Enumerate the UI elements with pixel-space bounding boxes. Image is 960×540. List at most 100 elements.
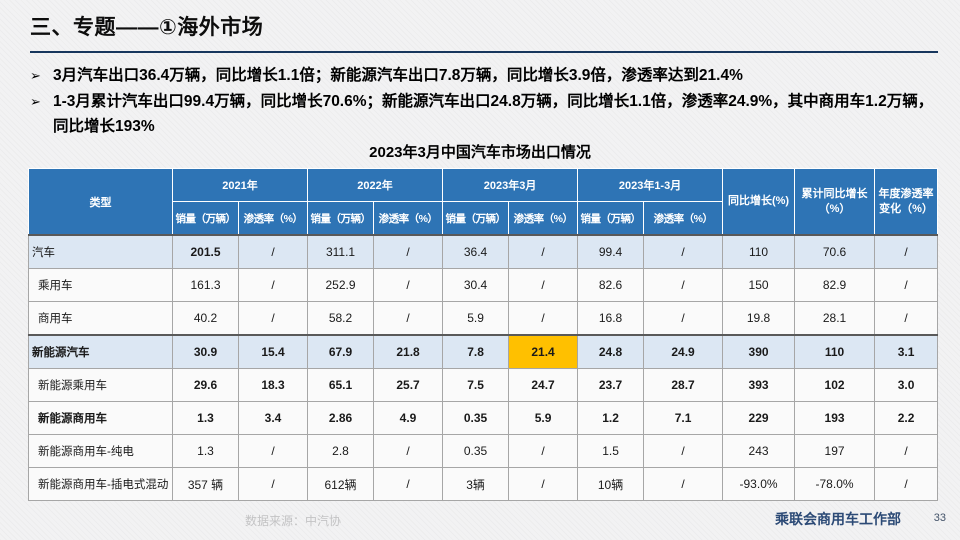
table-cell: 19.8 bbox=[722, 301, 796, 336]
table-cell: 28.7 bbox=[643, 368, 724, 402]
bullet-text: 3月汽车出口36.4万辆，同比增长1.1倍；新能源汽车出口7.8万辆，同比增长3… bbox=[53, 67, 743, 84]
table-row: 新能源商用车 1.3 3.4 2.86 4.9 0.35 5.9 1.2 7.1 229 193 2.… bbox=[28, 401, 939, 435]
table-cell: 7.1 bbox=[643, 401, 724, 435]
table-cell: 252.9 bbox=[307, 268, 375, 302]
table-cell: / bbox=[874, 234, 939, 269]
table-cell: 99.4 bbox=[577, 234, 645, 269]
table-cell: 1.3 bbox=[172, 434, 239, 468]
table-cell: 30.9 bbox=[172, 334, 239, 369]
table-cell: / bbox=[874, 467, 939, 501]
row-label: 新能源商用车-插电式混动 bbox=[28, 467, 173, 501]
table-cell: 7.5 bbox=[442, 368, 510, 402]
table-cell: / bbox=[237, 467, 309, 501]
table-row: 新能源乘用车 29.6 18.3 65.1 25.7 7.5 24.7 23.7 28.7 393… bbox=[28, 368, 939, 402]
tail-header: 同比增长(%) bbox=[722, 168, 796, 236]
table-cell: 28.1 bbox=[794, 301, 876, 336]
sub-header: 渗透率（%） bbox=[373, 201, 444, 236]
sub-header: 销量（万辆） bbox=[577, 201, 645, 236]
table-cell: 1.2 bbox=[577, 401, 645, 435]
table-cell: 82.6 bbox=[577, 268, 645, 302]
header-row-subs: 销量（万辆） 渗透率（%） 销量（万辆） 渗透率（%） 销量（万辆） 渗透率（%） 销量（万… bbox=[29, 201, 938, 236]
row-label: 新能源乘用车 bbox=[28, 368, 173, 402]
table-cell: 30.4 bbox=[442, 268, 510, 302]
table-cell: / bbox=[874, 301, 939, 336]
sub-header: 渗透率（%） bbox=[508, 201, 579, 236]
table-cell: 311.1 bbox=[307, 234, 375, 269]
row-label: 商用车 bbox=[28, 301, 173, 336]
table-cell: 3.0 bbox=[874, 368, 939, 402]
export-data-table: 类型 2021年 2022年 2023年3月 2023年1-3月 同比增长(%) 累计同比增… bbox=[28, 168, 939, 501]
table-cell: / bbox=[237, 301, 309, 336]
row-label: 新能源商用车-纯电 bbox=[28, 434, 173, 468]
table-header: 类型 2021年 2022年 2023年3月 2023年1-3月 同比增长(%) 累计同比增… bbox=[28, 168, 939, 236]
sub-header: 销量（万辆） bbox=[172, 201, 239, 236]
table-cell: 3.1 bbox=[874, 334, 939, 369]
table-row: 新能源汽车 30.9 15.4 67.9 21.8 7.8 21.4 24.8 24.9 390 1… bbox=[28, 334, 939, 369]
table-cell: 1.5 bbox=[577, 434, 645, 468]
table-cell: 110 bbox=[794, 334, 876, 369]
page-number: 33 bbox=[933, 512, 946, 524]
table-cell: 58.2 bbox=[307, 301, 375, 336]
title-divider bbox=[30, 51, 938, 53]
header-row-groups: 类型 2021年 2022年 2023年3月 2023年1-3月 同比增长(%) 累计同比增… bbox=[28, 168, 939, 236]
table-cell: 16.8 bbox=[577, 301, 645, 336]
table-cell: 201.5 bbox=[172, 234, 239, 269]
table-cell: 102 bbox=[794, 368, 876, 402]
table-cell: / bbox=[643, 301, 724, 336]
row-label: 汽车 bbox=[28, 234, 173, 269]
group-header: 2023年1-3月 bbox=[577, 168, 724, 202]
table-cell: / bbox=[237, 268, 309, 302]
table-cell: 82.9 bbox=[794, 268, 876, 302]
group-header: 2022年 bbox=[307, 168, 444, 202]
table-cell: 23.7 bbox=[577, 368, 645, 402]
table-row: 新能源商用车-插电式混动 357 辆/612辆/3辆/10辆 / -93.0% -78.… bbox=[28, 467, 939, 501]
table-cell: 2.8 bbox=[307, 434, 375, 468]
table-row: 商用车 40.2/58.2/5.9/16.8/19.8 28.1/ bbox=[28, 301, 939, 336]
table-cell: -93.0% bbox=[722, 467, 796, 501]
data-source-note: 数据来源：中汽协 bbox=[245, 514, 342, 528]
table-cell: / bbox=[643, 467, 724, 501]
table-cell: 40.2 bbox=[172, 301, 239, 336]
table-cell: 24.7 bbox=[508, 368, 579, 402]
table-cell: / bbox=[237, 234, 309, 269]
table-cell: / bbox=[373, 434, 444, 468]
table-cell: 3.4 bbox=[237, 401, 309, 435]
tail-header: 年度渗透率变化（%） bbox=[874, 168, 939, 236]
table-cell: 29.6 bbox=[172, 368, 239, 402]
table-cell: 5.9 bbox=[508, 401, 579, 435]
table-cell: 243 bbox=[722, 434, 796, 468]
row-label: 乘用车 bbox=[28, 268, 173, 302]
sub-header: 销量（万辆） bbox=[442, 201, 510, 236]
table-cell: 70.6 bbox=[794, 234, 876, 269]
table-cell: -78.0% bbox=[794, 467, 876, 501]
table-cell: 393 bbox=[722, 368, 796, 402]
table-cell: 7.8 bbox=[442, 334, 510, 369]
table-cell: / bbox=[373, 467, 444, 501]
table-cell: 3辆 bbox=[442, 467, 510, 501]
table-cell: 0.35 bbox=[442, 401, 510, 435]
table-title: 2023年3月中国汽车市场出口情况 bbox=[369, 144, 591, 161]
table-cell: / bbox=[373, 268, 444, 302]
page-title: 三、专题——①海外市场 bbox=[30, 16, 264, 39]
table-cell: 4.9 bbox=[373, 401, 444, 435]
highlight-cell: 21.4 bbox=[508, 334, 579, 369]
bullet-text: 1-3月累计汽车出口99.4万辆，同比增长70.6%；新能源汽车出口24.8万辆… bbox=[53, 93, 934, 135]
bullet-list: ➢ 3月汽车出口36.4万辆，同比增长1.1倍；新能源汽车出口7.8万辆，同比增… bbox=[30, 63, 938, 140]
table-cell: 65.1 bbox=[307, 368, 375, 402]
table-cell: 18.3 bbox=[237, 368, 309, 402]
table-cell: 197 bbox=[794, 434, 876, 468]
table-cell: 36.4 bbox=[442, 234, 510, 269]
table-row: 乘用车 161.3/252.9/30.4/82.6/150 82.9/ bbox=[28, 268, 939, 302]
row-label: 新能源汽车 bbox=[28, 334, 173, 369]
table-cell: 229 bbox=[722, 401, 796, 435]
table-cell: 612辆 bbox=[307, 467, 375, 501]
table-body: 汽车 201.5/311.1/36.4/99.4/110 70.6/乘用车 161.3… bbox=[28, 234, 939, 501]
table-cell: 193 bbox=[794, 401, 876, 435]
table-cell: 1.3 bbox=[172, 401, 239, 435]
table-cell: / bbox=[643, 434, 724, 468]
table-cell: / bbox=[373, 234, 444, 269]
tail-header: 累计同比增长（%） bbox=[794, 168, 876, 236]
bullet-item: ➢ 3月汽车出口36.4万辆，同比增长1.1倍；新能源汽车出口7.8万辆，同比增… bbox=[30, 63, 938, 88]
group-header: 2021年 bbox=[171, 168, 309, 202]
table-cell: 5.9 bbox=[442, 301, 510, 336]
